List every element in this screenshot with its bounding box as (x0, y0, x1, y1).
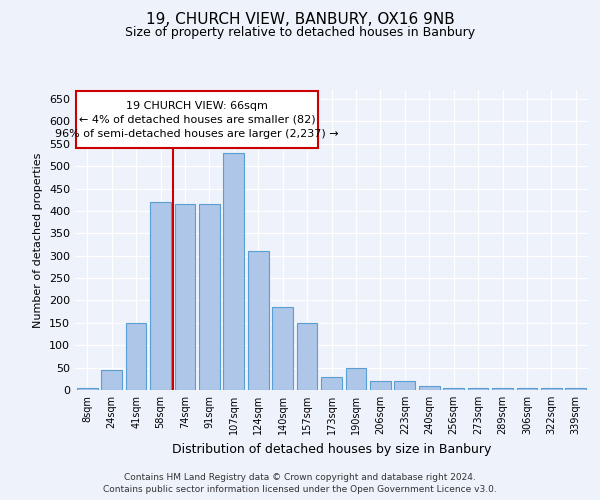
Bar (150, 202, 171, 390)
Bar (517, 388, 538, 390)
Bar (419, 386, 440, 390)
Bar (394, 381, 415, 390)
Bar (248, 251, 269, 390)
Bar (443, 388, 464, 390)
Bar (199, 204, 220, 390)
Bar (467, 388, 488, 390)
Text: 19, CHURCH VIEW, BANBURY, OX16 9NB: 19, CHURCH VIEW, BANBURY, OX16 9NB (146, 12, 454, 28)
Bar (272, 307, 293, 390)
Text: Contains public sector information licensed under the Open Government Licence v3: Contains public sector information licen… (103, 485, 497, 494)
Bar (492, 388, 513, 390)
Bar (223, 152, 244, 390)
Y-axis label: Number of detached properties: Number of detached properties (34, 152, 43, 328)
Bar (296, 323, 317, 390)
Bar (77, 388, 98, 390)
Bar (125, 323, 146, 390)
Bar (175, 204, 196, 390)
Bar (346, 368, 367, 390)
Text: Size of property relative to detached houses in Banbury: Size of property relative to detached ho… (125, 26, 475, 39)
Bar (541, 388, 562, 390)
Text: 19 CHURCH VIEW: 66sqm
← 4% of detached houses are smaller (82)
96% of semi-detac: 19 CHURCH VIEW: 66sqm ← 4% of detached h… (55, 100, 339, 138)
Text: Contains HM Land Registry data © Crown copyright and database right 2024.: Contains HM Land Registry data © Crown c… (124, 472, 476, 482)
Bar (565, 388, 586, 390)
Bar (370, 381, 391, 390)
Bar (101, 370, 122, 390)
Bar (321, 376, 342, 390)
X-axis label: Distribution of detached houses by size in Banbury: Distribution of detached houses by size … (172, 442, 491, 456)
FancyBboxPatch shape (76, 91, 318, 148)
